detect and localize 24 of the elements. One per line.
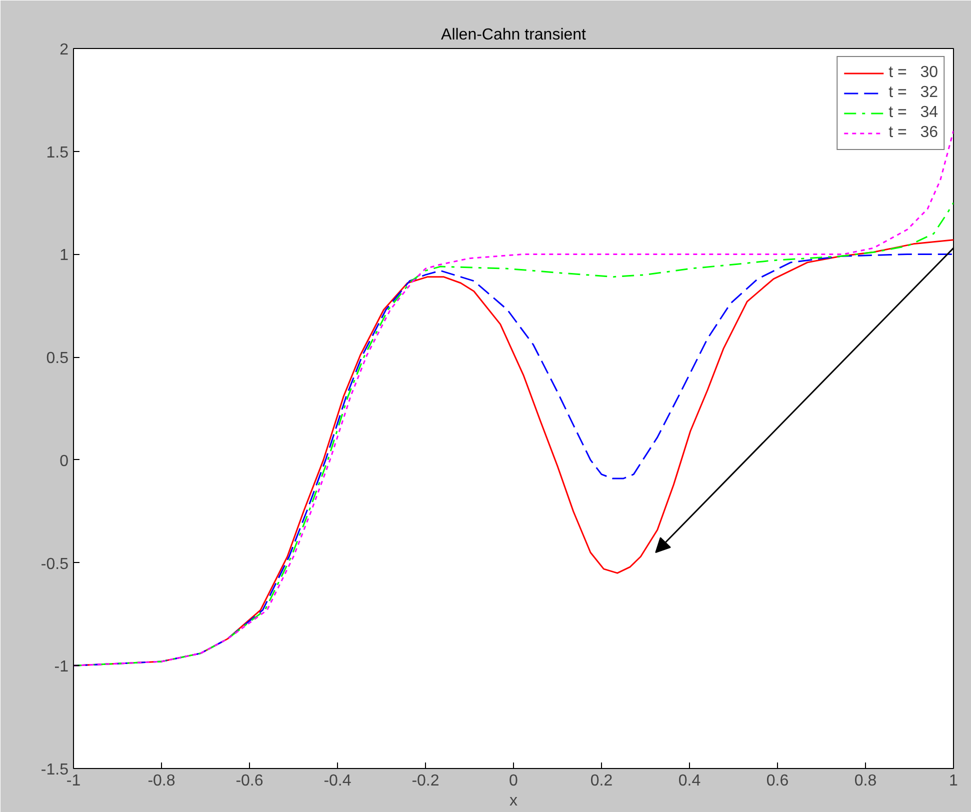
x-tick-label: 0.2 (590, 772, 613, 790)
legend-label: t = 36 (888, 124, 938, 142)
y-tick-label: 0.5 (46, 350, 69, 368)
x-tick-label: -0.8 (148, 772, 176, 790)
y-tick-label: -1 (54, 658, 69, 676)
x-tick-label: -0.4 (324, 772, 352, 790)
y-tick-label: 1.5 (46, 144, 69, 162)
y-tick-label: 0 (60, 452, 69, 470)
legend-label: t = 32 (888, 84, 938, 102)
y-tick-label: -0.5 (40, 556, 69, 573)
x-tick-label: 0 (509, 772, 518, 790)
x-tick-label: -0.6 (236, 772, 264, 790)
legend-label: t = 30 (888, 64, 938, 82)
y-tick-label: 1 (60, 247, 69, 264)
x-tick-label: 1 (949, 772, 958, 790)
x-tick-label: 0.8 (854, 772, 877, 790)
x-tick-label: 0.4 (678, 772, 701, 790)
y-tick-label: 2 (60, 42, 69, 58)
x-axis-title: x (510, 792, 518, 810)
x-tick-label: 0.6 (766, 772, 789, 790)
x-tick-label: -0.2 (412, 772, 440, 790)
chart-title: Allen-Cahn transient (441, 26, 587, 44)
y-tick-label: -1.5 (40, 762, 69, 778)
legend-label: t = 34 (888, 104, 938, 122)
